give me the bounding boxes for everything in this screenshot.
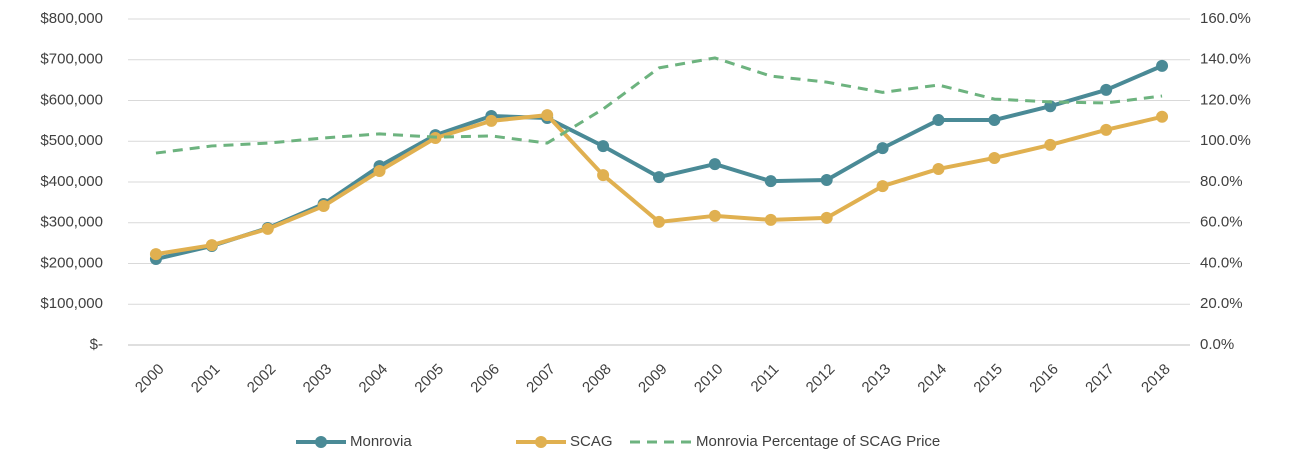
marker	[1100, 83, 1113, 96]
marker	[876, 180, 889, 193]
x-tick-label: 2003	[300, 361, 336, 397]
x-tick-label: 2016	[1026, 361, 1062, 397]
marker	[373, 164, 386, 177]
y2-tick-label: 0.0%	[1200, 336, 1234, 353]
series-line	[155, 113, 1163, 257]
y2-tick-label: 40.0%	[1200, 254, 1243, 271]
marker	[988, 114, 1001, 127]
legend-label: Monrovia	[350, 433, 412, 450]
y-tick-label: $200,000	[40, 254, 103, 271]
marker	[1100, 123, 1113, 136]
x-tick-label: 2017	[1082, 361, 1118, 397]
marker	[708, 209, 721, 222]
marker	[764, 175, 777, 188]
marker	[932, 114, 945, 127]
x-tick-label: 2004	[356, 361, 392, 397]
y2-tick-label: 60.0%	[1200, 214, 1243, 231]
marker	[653, 215, 665, 228]
y2-tick-label: 140.0%	[1200, 51, 1251, 68]
y2-tick-label: 20.0%	[1200, 295, 1243, 312]
marker	[1044, 138, 1057, 151]
y-tick-label: $-	[90, 336, 103, 353]
marker	[932, 162, 945, 175]
legend-marker	[315, 436, 327, 448]
x-tick-label: 2000	[132, 361, 168, 397]
x-tick-label: 2013	[859, 361, 895, 397]
x-tick-label: 2002	[244, 361, 280, 397]
x-tick-label: 2014	[914, 361, 950, 397]
marker	[876, 142, 889, 155]
marker	[988, 151, 1001, 164]
marker	[708, 158, 721, 171]
x-tick-label: 2007	[523, 361, 559, 397]
y-tick-label: $800,000	[40, 10, 103, 27]
y-tick-label: $100,000	[40, 295, 103, 312]
y2-tick-label: 120.0%	[1200, 91, 1251, 108]
legend-label: Monrovia Percentage of SCAG Price	[696, 433, 940, 450]
x-tick-label: 2015	[970, 361, 1006, 397]
x-tick-label: 2001	[188, 361, 224, 397]
x-tick-label: 2010	[691, 361, 727, 397]
marker	[317, 200, 330, 213]
x-tick-label: 2005	[411, 361, 447, 397]
x-tick-label: 2009	[635, 361, 671, 397]
y-tick-label: $600,000	[40, 91, 103, 108]
marker	[541, 109, 554, 122]
marker	[485, 114, 498, 127]
legend-label: SCAG	[570, 433, 613, 450]
marker	[1156, 110, 1169, 123]
marker	[205, 239, 218, 252]
marker	[764, 213, 777, 226]
marker	[597, 169, 610, 182]
x-tick-label: 2008	[579, 361, 615, 397]
marker	[820, 173, 833, 186]
legend-marker	[535, 436, 547, 448]
x-tick-label: 2018	[1138, 361, 1174, 397]
x-tick-label: 2012	[803, 361, 839, 397]
series-line	[155, 56, 1163, 155]
marker	[261, 222, 274, 235]
x-tick-label: 2006	[467, 361, 503, 397]
y-tick-label: $300,000	[40, 214, 103, 231]
y2-tick-label: 160.0%	[1200, 10, 1251, 27]
marker	[1156, 59, 1169, 72]
x-tick-label: 2011	[748, 361, 783, 396]
y-tick-label: $500,000	[40, 132, 103, 149]
marker	[597, 140, 610, 153]
marker	[653, 171, 665, 184]
y-tick-label: $400,000	[40, 173, 103, 190]
marker	[149, 248, 162, 261]
y2-tick-label: 100.0%	[1200, 132, 1251, 149]
series-line	[155, 64, 1163, 261]
marker	[820, 211, 833, 224]
y-tick-label: $700,000	[40, 51, 103, 68]
y2-tick-label: 80.0%	[1200, 173, 1243, 190]
